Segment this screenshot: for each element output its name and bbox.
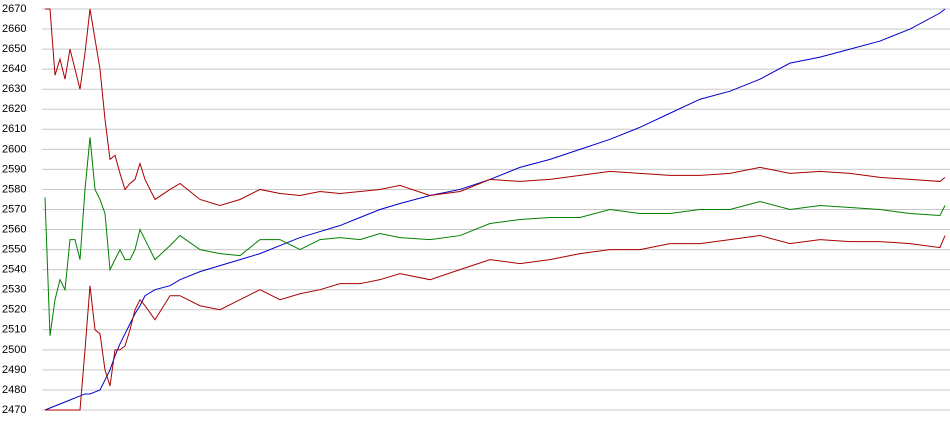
line-series [45,235,946,411]
y-tick-label: 2540 [2,264,26,276]
line-series [45,8,946,207]
y-tick-label: 2650 [2,43,26,55]
y-tick-label: 2520 [2,304,26,316]
y-tick-label: 2510 [2,324,26,336]
y-tick-label: 2480 [2,384,26,396]
y-tick-label: 2500 [2,344,26,356]
line-series [44,137,946,336]
y-tick-label: 2490 [2,364,26,376]
y-tick-label: 2630 [2,83,26,95]
y-tick-label: 2530 [2,284,26,296]
y-tick-label: 2660 [2,23,26,35]
y-tick-label: 2600 [2,143,26,155]
y-tick-label: 2590 [2,163,26,175]
y-tick-label: 2610 [2,123,26,135]
y-tick-label: 2470 [2,404,26,416]
y-tick-label: 2570 [2,203,26,215]
y-tick-label: 2580 [2,183,26,195]
y-tick-label: 2670 [2,3,26,15]
y-tick-label: 2550 [2,244,26,256]
y-tick-label: 2640 [2,63,26,75]
y-tick-label: 2620 [2,103,26,115]
y-tick-label: 2560 [2,223,26,235]
line-series [44,8,946,411]
